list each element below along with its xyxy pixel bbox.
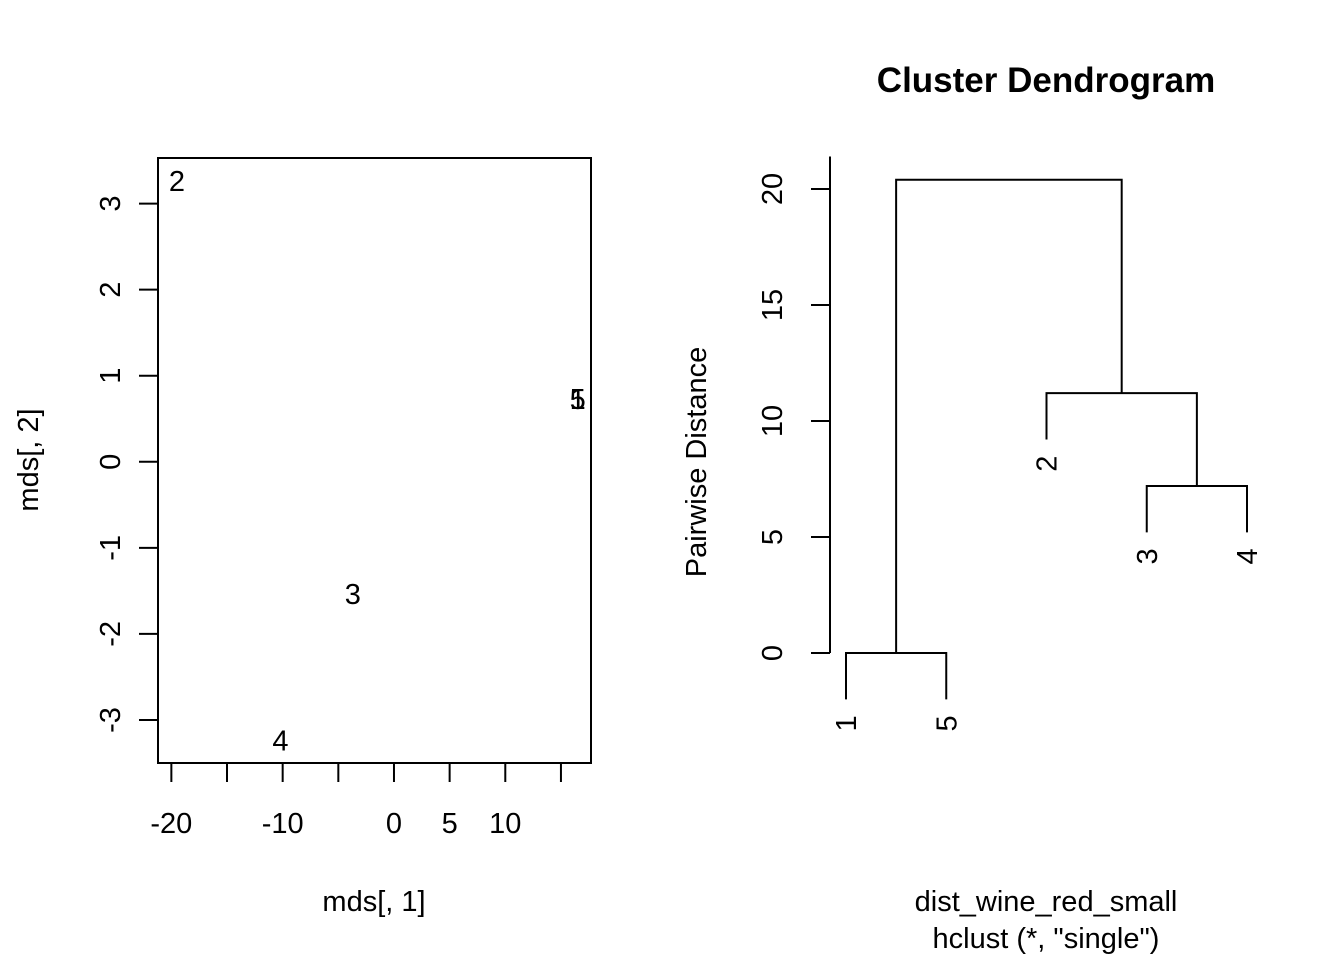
x-tick-label: -20 (150, 808, 192, 840)
dendrogram-link (1145, 484, 1248, 533)
plot-frame (157, 157, 592, 764)
dendrogram-link (845, 652, 948, 700)
y-tick-label: -2 (95, 621, 127, 647)
y-axis: 0 5 10 15 20 (757, 156, 831, 661)
y-tick-label: 5 (757, 529, 789, 545)
point-labels: 1 2 3 4 5 (169, 166, 586, 757)
leaf-label: 5 (931, 715, 963, 731)
y-tick-label: -1 (95, 535, 127, 561)
chart-title: Cluster Dendrogram (877, 61, 1215, 100)
y-axis-title: Pairwise Distance (681, 347, 713, 577)
leaf-label: 4 (1232, 548, 1264, 564)
leaf-labels: 1 5 2 3 4 (831, 456, 1264, 732)
point-label: 4 (272, 725, 288, 757)
y-tick-label: 0 (95, 454, 127, 470)
x-tick-label: -10 (262, 808, 304, 840)
y-tick-label: 1 (95, 368, 127, 384)
y-tick-label: -3 (95, 707, 127, 733)
y-tick-label: 15 (757, 289, 789, 321)
y-tick-label: 10 (757, 405, 789, 437)
y-tick-label: 3 (95, 196, 127, 212)
y-tick-label: 0 (757, 645, 789, 661)
y-axis: 3 2 1 0 -1 -2 -3 (95, 196, 159, 733)
y-tick-label: 20 (757, 173, 789, 205)
dendrogram-link (895, 178, 1123, 653)
x-axis: -20 -10 0 5 10 (150, 762, 562, 840)
leaf-label: 3 (1132, 548, 1164, 564)
dendrogram-links (845, 178, 1248, 700)
point-label: 1 (570, 384, 586, 416)
x-axis-title: dist_wine_red_small (915, 886, 1178, 918)
subtitle: hclust (*, "single") (933, 923, 1160, 955)
leaf-label: 1 (831, 715, 863, 731)
leaf-label: 2 (1032, 456, 1064, 472)
y-axis-title: mds[, 2] (13, 408, 45, 511)
x-tick-label: 10 (489, 808, 521, 840)
dendrogram-link (1045, 392, 1198, 486)
point-label: 2 (169, 166, 185, 198)
point-label: 3 (345, 579, 361, 611)
x-tick-label: 0 (386, 808, 402, 840)
x-axis-title: mds[, 1] (322, 886, 425, 918)
point-label: 5 (570, 384, 586, 416)
x-tick-label: 5 (442, 808, 458, 840)
y-tick-label: 2 (95, 282, 127, 298)
